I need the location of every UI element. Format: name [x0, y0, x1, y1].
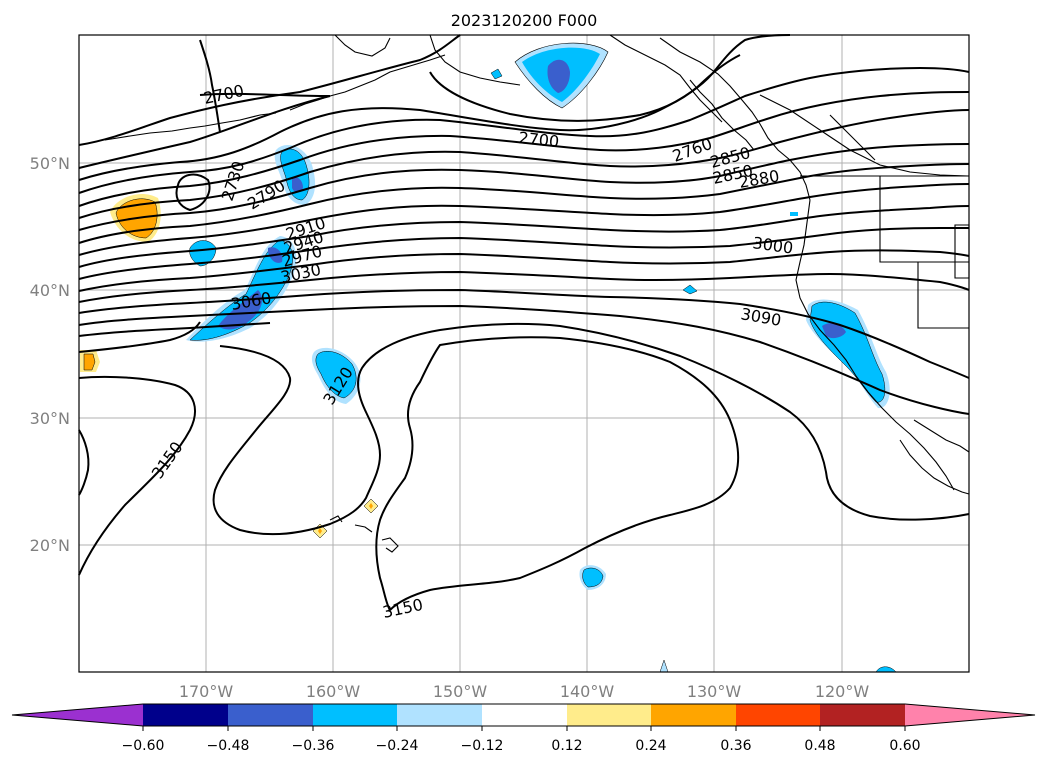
colorbar-segment [736, 704, 820, 726]
colorbar-segment [228, 704, 313, 726]
colorbar-tick-label: 0.48 [804, 738, 835, 754]
colorbar-segment [482, 704, 567, 726]
contour-label: 2700 [518, 128, 560, 151]
lat-label: 20°N [30, 536, 70, 555]
anomaly-patch-dateline-n-dark [292, 177, 303, 193]
anomaly-patch-small-2 [682, 284, 698, 295]
colorbar-segment [313, 704, 397, 726]
colorbar-tick-label: 0.12 [551, 738, 582, 754]
anomaly-patch-west-small [189, 240, 217, 267]
anomaly-patch-hawaii-orange-1 [318, 528, 322, 534]
colorbar-extend-right [905, 704, 1035, 726]
colorbar-ticks [142, 726, 906, 731]
colorbar-tick-label: 0.60 [889, 738, 920, 754]
colorbar-tick-labels: −0.60 −0.48 −0.36 −0.24 −0.12 0.12 0.24 … [122, 738, 921, 754]
colorbar: −0.60 −0.48 −0.36 −0.24 −0.12 0.12 0.24 … [11, 703, 1036, 754]
colorbar-segment [820, 704, 905, 726]
lon-label: 150°W [433, 682, 488, 701]
anomaly-patch-west-edge-orange [83, 353, 96, 371]
anomaly-patch-california-dark [822, 323, 846, 339]
colorbar-segment [143, 704, 228, 726]
lat-label: 40°N [30, 281, 70, 300]
lon-label: 120°W [815, 682, 870, 701]
anomaly-patch-small-1 [490, 68, 503, 80]
colorbar-tick-label: −0.48 [207, 738, 250, 754]
colorbar-segment [651, 704, 736, 726]
colorbar-tick-label: −0.36 [292, 738, 335, 754]
anomaly-patch-small-3 [790, 212, 798, 216]
colorbar-tick-label: 0.24 [635, 738, 666, 754]
map-frame [78, 34, 970, 673]
colorbar-tick-label: 0.36 [720, 738, 751, 754]
height-contours [78, 34, 970, 612]
figure-title: 2023120200 F000 [451, 11, 598, 30]
lon-label: 130°W [687, 682, 742, 701]
lat-label: 30°N [30, 409, 70, 428]
lat-gridlines [79, 162, 969, 546]
lat-label: 50°N [30, 154, 70, 173]
colorbar-segment [397, 704, 482, 726]
lat-axis-labels: 50°N 40°N 30°N 20°N [30, 154, 70, 555]
lon-label: 160°W [306, 682, 361, 701]
anomaly-patch-gulf-alaska-dark [547, 59, 570, 93]
anomaly-patch-central-core [315, 351, 357, 399]
colorbar-segment [567, 704, 651, 726]
lon-label: 170°W [179, 682, 234, 701]
colorbar-tick-label: −0.24 [376, 738, 419, 754]
anomaly-patch-hawaii-orange-2 [369, 503, 373, 509]
colorbar-tick-label: −0.12 [461, 738, 504, 754]
lon-axis-labels: 170°W 160°W 150°W 140°W 130°W 120°W [179, 682, 870, 701]
colorbar-tick-label: −0.60 [122, 738, 165, 754]
anomaly-patch-hawaii-east-core [582, 567, 604, 588]
lon-label: 140°W [560, 682, 615, 701]
colorbar-extend-left [12, 704, 143, 726]
map-panel: 2700 2700 2730 2760 2790 2850 2850 2880 … [78, 34, 970, 673]
